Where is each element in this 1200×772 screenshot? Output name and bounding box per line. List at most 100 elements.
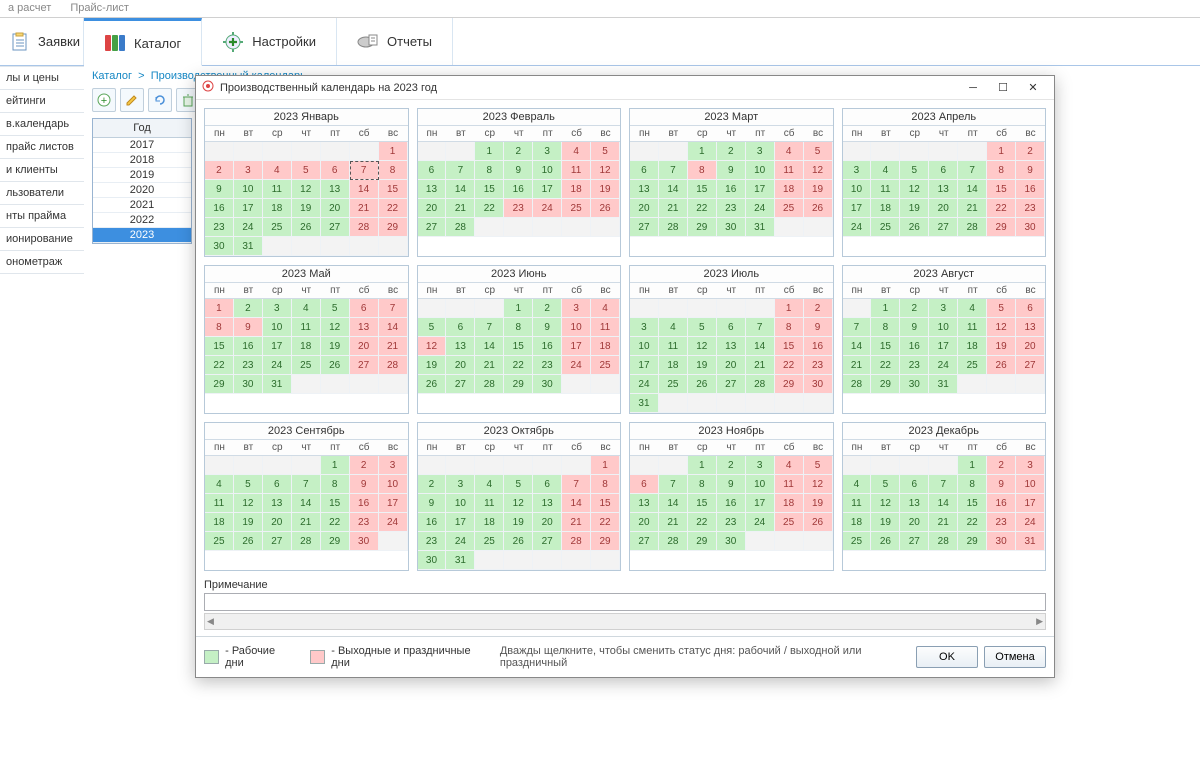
day-cell[interactable]: 6 [717, 318, 746, 337]
day-cell[interactable]: 31 [929, 375, 958, 394]
day-cell[interactable]: 24 [533, 199, 562, 218]
day-cell[interactable]: 5 [292, 161, 321, 180]
day-cell[interactable]: 9 [987, 475, 1016, 494]
day-cell[interactable]: 30 [1016, 218, 1045, 237]
day-cell[interactable]: 2 [987, 456, 1016, 475]
day-cell[interactable]: 16 [350, 494, 379, 513]
day-cell[interactable]: 26 [234, 532, 263, 551]
day-cell[interactable]: 17 [446, 513, 475, 532]
day-cell[interactable]: 12 [871, 494, 900, 513]
day-cell[interactable]: 30 [900, 375, 929, 394]
day-cell[interactable]: 7 [746, 318, 775, 337]
day-cell[interactable]: 18 [475, 513, 504, 532]
day-cell[interactable]: 12 [591, 161, 620, 180]
day-cell[interactable]: 3 [929, 299, 958, 318]
day-cell[interactable]: 12 [292, 180, 321, 199]
day-cell[interactable]: 18 [775, 494, 804, 513]
day-cell[interactable]: 23 [717, 513, 746, 532]
day-cell[interactable]: 11 [562, 161, 591, 180]
day-cell[interactable]: 22 [775, 356, 804, 375]
day-cell[interactable]: 11 [871, 180, 900, 199]
day-cell[interactable]: 21 [446, 199, 475, 218]
day-cell[interactable]: 13 [929, 180, 958, 199]
day-cell[interactable]: 28 [292, 532, 321, 551]
year-row[interactable]: 2021 [93, 198, 191, 213]
day-cell[interactable]: 16 [717, 180, 746, 199]
day-cell[interactable]: 11 [292, 318, 321, 337]
day-cell[interactable]: 22 [688, 513, 717, 532]
day-cell[interactable]: 22 [205, 356, 234, 375]
day-cell[interactable]: 22 [688, 199, 717, 218]
day-cell[interactable]: 6 [1016, 299, 1045, 318]
day-cell[interactable]: 30 [987, 532, 1016, 551]
day-cell[interactable]: 5 [418, 318, 447, 337]
day-cell[interactable]: 3 [630, 318, 659, 337]
day-cell[interactable]: 1 [475, 142, 504, 161]
day-cell[interactable]: 14 [292, 494, 321, 513]
day-cell[interactable]: 6 [533, 475, 562, 494]
day-cell[interactable]: 24 [929, 356, 958, 375]
tab-settings[interactable]: ✚ Настройки [202, 18, 337, 65]
day-cell[interactable]: 23 [504, 199, 533, 218]
day-cell[interactable]: 1 [379, 142, 408, 161]
day-cell[interactable]: 28 [562, 532, 591, 551]
day-cell[interactable]: 31 [1016, 532, 1045, 551]
day-cell[interactable]: 23 [1016, 199, 1045, 218]
day-cell[interactable]: 31 [263, 375, 292, 394]
day-cell[interactable]: 11 [475, 494, 504, 513]
year-row[interactable]: 2017 [93, 138, 191, 153]
day-cell[interactable]: 26 [900, 218, 929, 237]
day-cell[interactable]: 20 [630, 513, 659, 532]
day-cell[interactable]: 31 [746, 218, 775, 237]
sidebar-item[interactable]: лы и цены [0, 66, 84, 90]
day-cell[interactable]: 4 [843, 475, 872, 494]
day-cell[interactable]: 9 [804, 318, 833, 337]
day-cell[interactable]: 26 [871, 532, 900, 551]
day-cell[interactable]: 26 [987, 356, 1016, 375]
day-cell[interactable]: 14 [659, 180, 688, 199]
day-cell[interactable]: 19 [418, 356, 447, 375]
day-cell[interactable]: 25 [263, 218, 292, 237]
day-cell[interactable]: 24 [746, 199, 775, 218]
day-cell[interactable]: 24 [446, 532, 475, 551]
day-cell[interactable]: 29 [321, 532, 350, 551]
day-cell[interactable]: 12 [418, 337, 447, 356]
day-cell[interactable]: 23 [900, 356, 929, 375]
day-cell[interactable]: 27 [630, 218, 659, 237]
day-cell[interactable]: 8 [591, 475, 620, 494]
day-cell[interactable]: 10 [843, 180, 872, 199]
day-cell[interactable]: 4 [591, 299, 620, 318]
day-cell[interactable]: 4 [562, 142, 591, 161]
day-cell[interactable]: 29 [688, 218, 717, 237]
day-cell[interactable]: 3 [843, 161, 872, 180]
day-cell[interactable]: 30 [717, 532, 746, 551]
sidebar-item[interactable]: ионирование [0, 228, 84, 251]
day-cell[interactable]: 22 [475, 199, 504, 218]
day-cell[interactable]: 8 [871, 318, 900, 337]
day-cell[interactable]: 30 [234, 375, 263, 394]
day-cell[interactable]: 27 [350, 356, 379, 375]
day-cell[interactable]: 19 [804, 494, 833, 513]
day-cell[interactable]: 15 [379, 180, 408, 199]
day-cell[interactable]: 18 [562, 180, 591, 199]
day-cell[interactable]: 7 [475, 318, 504, 337]
day-cell[interactable]: 16 [504, 180, 533, 199]
day-cell[interactable]: 13 [418, 180, 447, 199]
day-cell[interactable]: 6 [418, 161, 447, 180]
day-cell[interactable]: 14 [562, 494, 591, 513]
day-cell[interactable]: 28 [659, 218, 688, 237]
close-button[interactable]: ✕ [1018, 77, 1048, 99]
day-cell[interactable]: 13 [630, 180, 659, 199]
sidebar-item[interactable]: прайс листов [0, 136, 84, 159]
day-cell[interactable]: 5 [504, 475, 533, 494]
day-cell[interactable]: 3 [562, 299, 591, 318]
day-cell[interactable]: 18 [871, 199, 900, 218]
day-cell[interactable]: 16 [234, 337, 263, 356]
day-cell[interactable]: 8 [688, 475, 717, 494]
day-cell[interactable]: 15 [775, 337, 804, 356]
day-cell[interactable]: 21 [659, 513, 688, 532]
day-cell[interactable]: 2 [350, 456, 379, 475]
day-cell[interactable]: 25 [562, 199, 591, 218]
day-cell[interactable]: 17 [234, 199, 263, 218]
day-cell[interactable]: 25 [775, 199, 804, 218]
